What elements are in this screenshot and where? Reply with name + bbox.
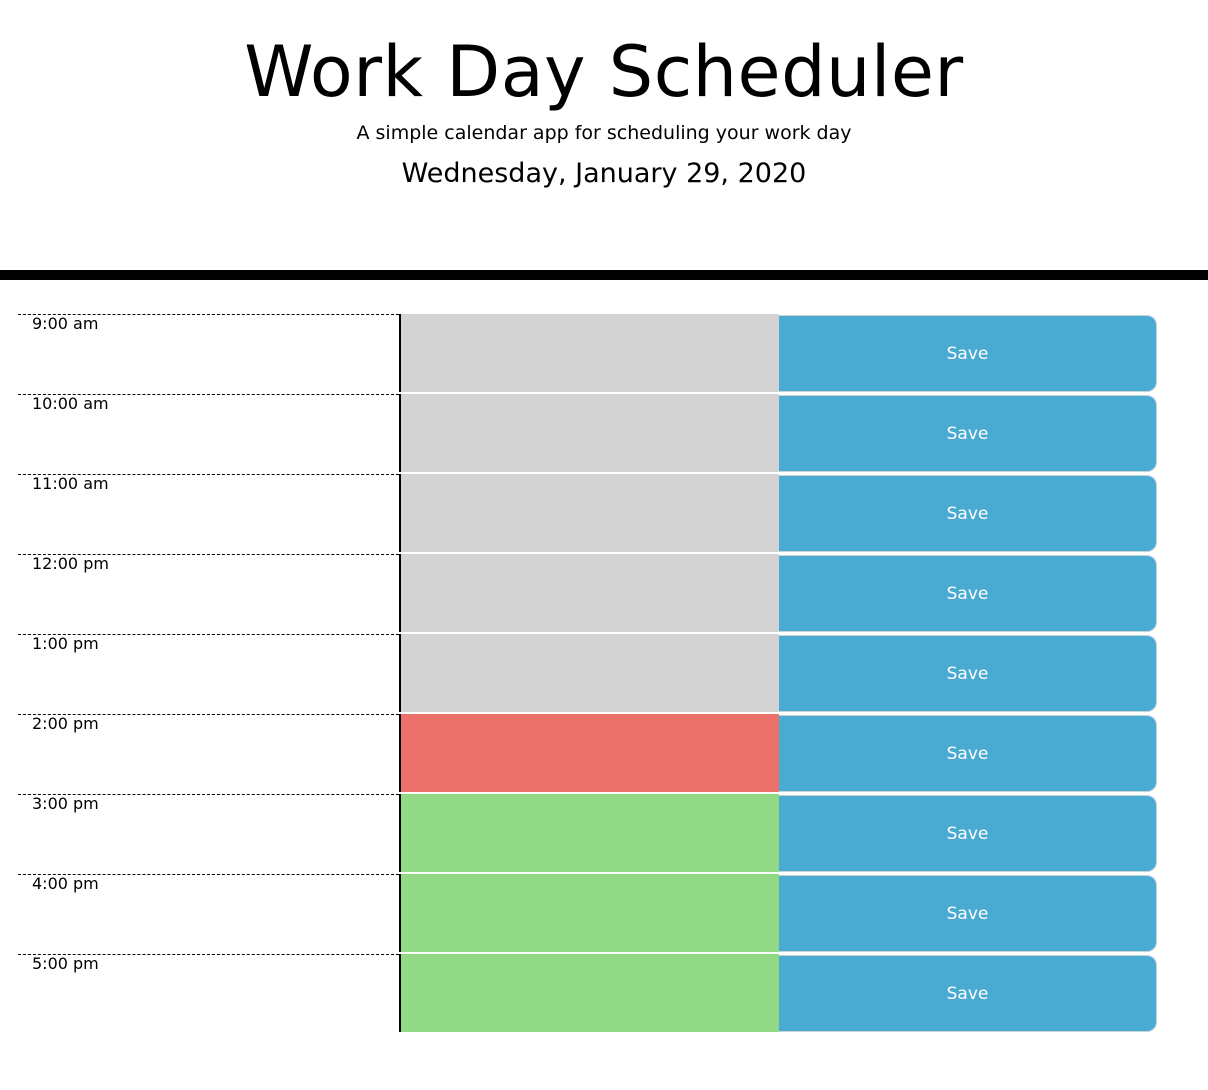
hour-text: 11:00 am [32, 474, 109, 493]
event-description-input[interactable] [399, 554, 779, 632]
time-block-row: 12:00 pm Save [0, 554, 1208, 634]
current-day: Wednesday, January 29, 2020 [401, 158, 807, 189]
save-button[interactable]: Save [779, 875, 1157, 952]
time-block-row: 2:00 pm Save [0, 714, 1208, 794]
save-button[interactable]: Save [779, 395, 1157, 472]
hour-label: 5:00 pm [18, 954, 399, 1034]
hour-text: 5:00 pm [32, 954, 99, 973]
hour-text: 1:00 pm [32, 634, 99, 653]
time-block-row: 4:00 pm Save [0, 874, 1208, 954]
save-button[interactable]: Save [779, 555, 1157, 632]
event-description-input[interactable] [399, 874, 779, 952]
time-block-row: 10:00 am Save [0, 394, 1208, 474]
save-button[interactable]: Save [779, 635, 1157, 712]
page-title: Work Day Scheduler [244, 31, 964, 113]
page-subtitle: A simple calendar app for scheduling you… [356, 122, 852, 144]
hour-label: 1:00 pm [18, 634, 399, 714]
hour-text: 9:00 am [32, 314, 99, 333]
hour-label: 11:00 am [18, 474, 399, 554]
save-button[interactable]: Save [779, 955, 1157, 1032]
event-description-input[interactable] [399, 634, 779, 712]
time-block-row: 11:00 am Save [0, 474, 1208, 554]
page-header: Work Day Scheduler A simple calendar app… [0, 0, 1208, 280]
event-description-input[interactable] [399, 314, 779, 392]
time-block-row: 3:00 pm Save [0, 794, 1208, 874]
event-description-input[interactable] [399, 714, 779, 792]
save-button[interactable]: Save [779, 315, 1157, 392]
schedule-container: 9:00 am Save 10:00 am Save 11:00 am Save… [0, 314, 1208, 1034]
hour-label: 9:00 am [18, 314, 399, 394]
time-block-row: 1:00 pm Save [0, 634, 1208, 714]
hour-text: 4:00 pm [32, 874, 99, 893]
time-block-row: 5:00 pm Save [0, 954, 1208, 1034]
hour-text: 12:00 pm [32, 554, 109, 573]
event-description-input[interactable] [399, 954, 779, 1032]
hour-label: 12:00 pm [18, 554, 399, 634]
event-description-input[interactable] [399, 794, 779, 872]
save-button[interactable]: Save [779, 475, 1157, 552]
hour-label: 10:00 am [18, 394, 399, 474]
save-button[interactable]: Save [779, 795, 1157, 872]
event-description-input[interactable] [399, 474, 779, 552]
hour-label: 2:00 pm [18, 714, 399, 794]
hour-label: 3:00 pm [18, 794, 399, 874]
hour-text: 2:00 pm [32, 714, 99, 733]
event-description-input[interactable] [399, 394, 779, 472]
hour-text: 10:00 am [32, 394, 109, 413]
hour-label: 4:00 pm [18, 874, 399, 954]
save-button[interactable]: Save [779, 715, 1157, 792]
hour-text: 3:00 pm [32, 794, 99, 813]
time-block-row: 9:00 am Save [0, 314, 1208, 394]
